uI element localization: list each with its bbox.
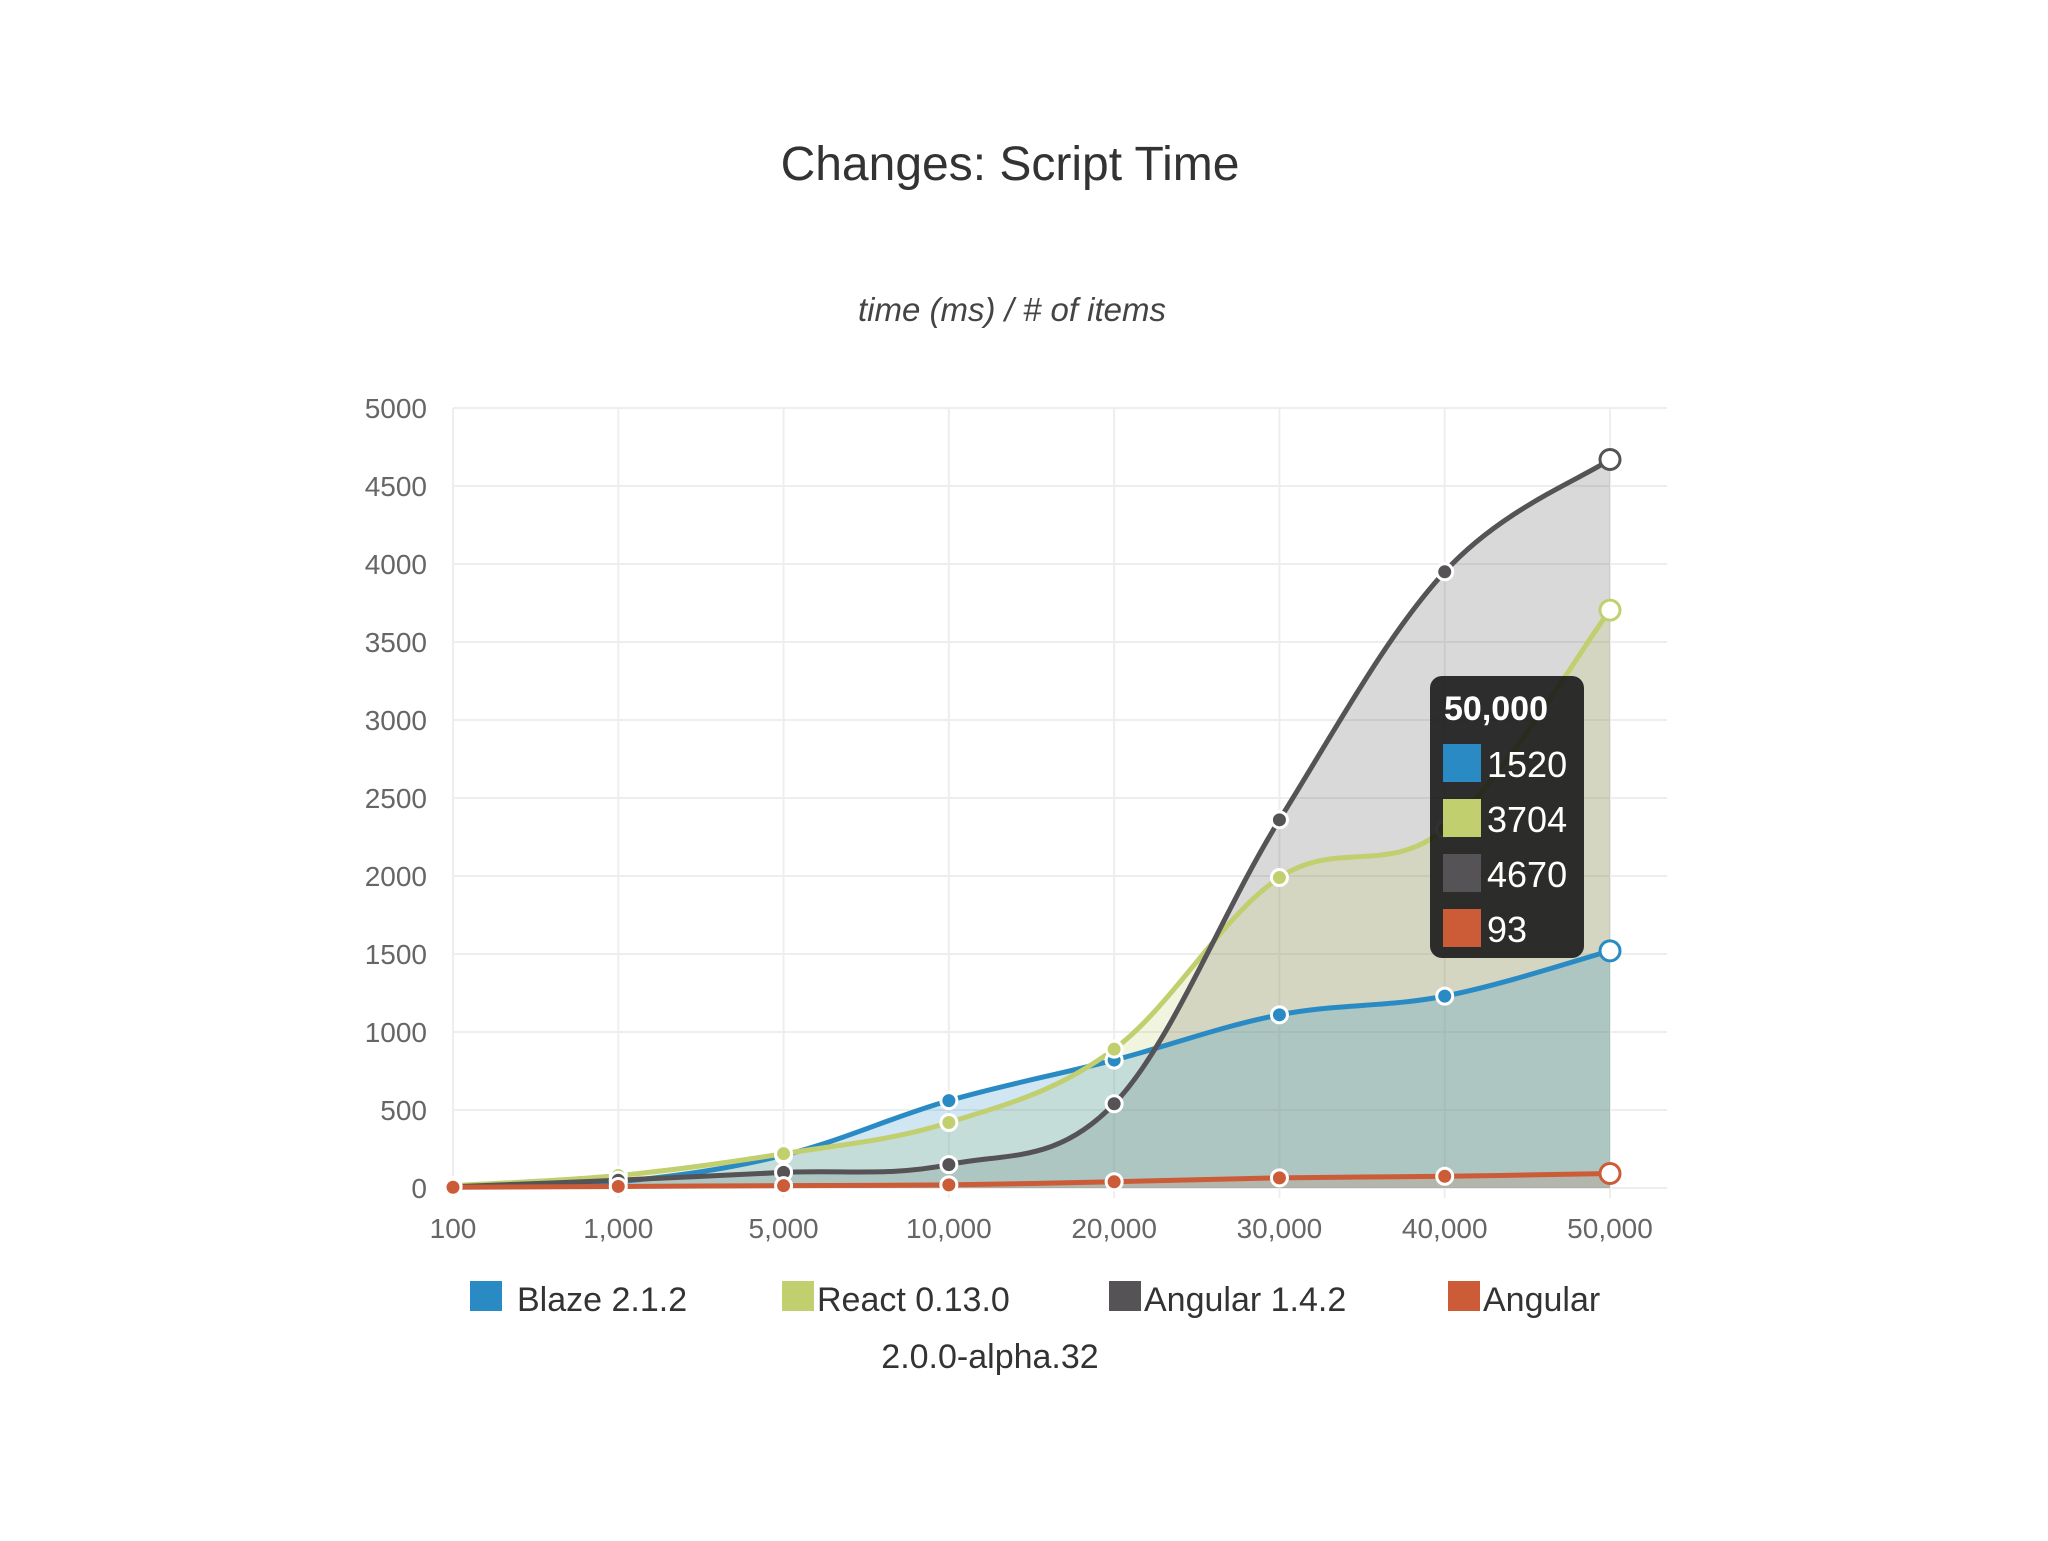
- x-tick-label: 30,000: [1237, 1213, 1323, 1244]
- data-point: [1598, 598, 1622, 622]
- data-point: [1269, 1168, 1289, 1188]
- data-point: [1598, 447, 1622, 471]
- x-tick-label: 50,000: [1567, 1213, 1653, 1244]
- y-tick-label: 5000: [365, 393, 427, 424]
- tooltip-value: 1520: [1487, 744, 1567, 785]
- tooltip-swatch: [1443, 909, 1481, 947]
- data-point: [1435, 562, 1455, 582]
- legend-label: React 0.13.0: [817, 1281, 1010, 1319]
- data-point: [939, 1175, 959, 1195]
- legend-label: Blaze 2.1.2: [517, 1281, 687, 1319]
- data-point: [443, 1177, 463, 1197]
- y-tick-label: 4500: [365, 471, 427, 502]
- area-2: [453, 459, 1610, 1189]
- data-point: [1435, 986, 1455, 1006]
- data-point: [774, 1144, 794, 1164]
- data-point: [1269, 810, 1289, 830]
- y-tick-label: 3500: [365, 627, 427, 658]
- y-tick-label: 2000: [365, 861, 427, 892]
- data-point: [1598, 939, 1622, 963]
- x-tick-label: 100: [430, 1213, 477, 1244]
- data-point: [1269, 868, 1289, 888]
- tooltip-swatch: [1443, 744, 1481, 782]
- x-tick-label: 1,000: [583, 1213, 653, 1244]
- data-point: [774, 1176, 794, 1196]
- tooltip: 50,000 1520 3704 4670 93: [1430, 676, 1584, 958]
- tooltip-category: 50,000: [1444, 690, 1548, 728]
- tooltip-swatch: [1443, 854, 1481, 892]
- data-point: [608, 1176, 628, 1196]
- legend-label-line2: 2.0.0-alpha.32: [881, 1338, 1098, 1376]
- y-tick-label: 4000: [365, 549, 427, 580]
- chart-subtitle: time (ms) / # of items: [858, 291, 1166, 328]
- legend-swatch: [1448, 1281, 1480, 1311]
- tooltip-value: 93: [1487, 909, 1527, 950]
- y-tick-label: 1000: [365, 1017, 427, 1048]
- axes-layer: 0 500 1000 1500 2000 2500 3000 3500 4000 4500 5000…: [365, 393, 1653, 1244]
- tooltip-value: 3704: [1487, 799, 1567, 840]
- data-point: [1435, 1166, 1455, 1186]
- y-tick-label: 0: [411, 1173, 427, 1204]
- data-point: [1269, 1005, 1289, 1025]
- data-point: [939, 1112, 959, 1132]
- data-point: [1104, 1039, 1124, 1059]
- tooltip-swatch: [1443, 799, 1481, 837]
- y-tick-label: 1500: [365, 939, 427, 970]
- data-point: [1104, 1172, 1124, 1192]
- legend: Blaze 2.1.2 React 0.13.0 Angular 1.4.2 Angu…: [470, 1281, 1600, 1376]
- data-point: [939, 1155, 959, 1175]
- legend-swatch: [470, 1281, 502, 1311]
- tooltip-value: 4670: [1487, 854, 1567, 895]
- legend-swatch: [1109, 1281, 1141, 1311]
- y-tick-label: 500: [380, 1095, 427, 1126]
- data-point: [1104, 1094, 1124, 1114]
- x-tick-label: 40,000: [1402, 1213, 1488, 1244]
- series-points: [443, 447, 1622, 1197]
- y-tick-label: 2500: [365, 783, 427, 814]
- series-line: [452, 1170, 1611, 1190]
- area-3: [453, 1173, 1610, 1188]
- chart-title: Changes: Script Time: [781, 138, 1240, 191]
- area-1: [453, 610, 1610, 1188]
- y-tick-label: 3000: [365, 705, 427, 736]
- data-point: [939, 1091, 959, 1111]
- x-tick-label: 5,000: [749, 1213, 819, 1244]
- data-point: [1598, 1161, 1622, 1185]
- x-tick-label: 10,000: [906, 1213, 992, 1244]
- legend-label: Angular 1.4.2: [1144, 1281, 1346, 1319]
- legend-label: Angular: [1483, 1281, 1600, 1319]
- legend-swatch: [782, 1281, 814, 1311]
- x-tick-label: 20,000: [1071, 1213, 1157, 1244]
